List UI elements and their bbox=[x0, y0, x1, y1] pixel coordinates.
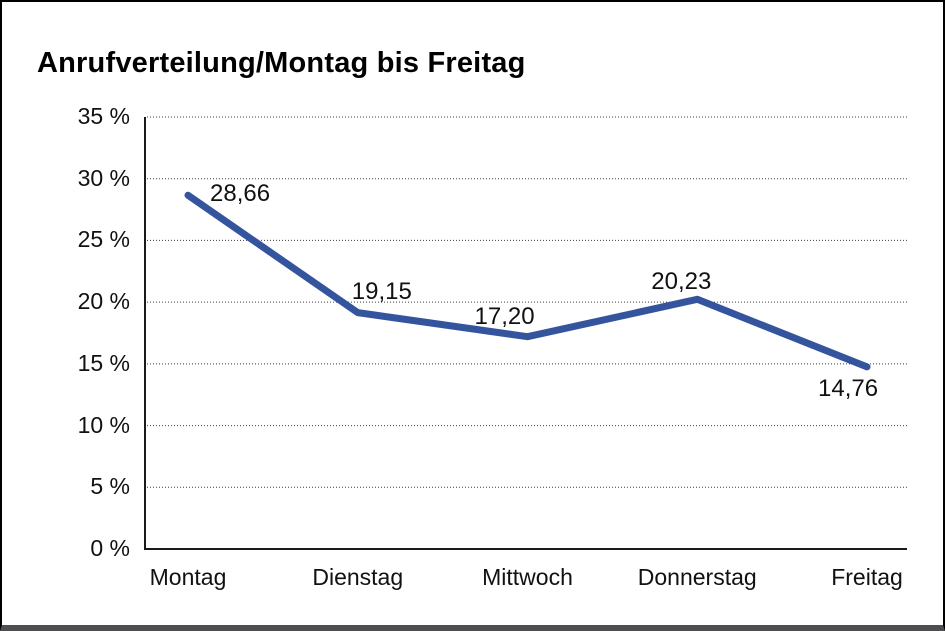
data-point-label: 20,23 bbox=[651, 268, 712, 296]
x-tick-label: Montag bbox=[149, 564, 227, 590]
y-tick-label: 15 % bbox=[77, 349, 130, 376]
data-point-label: 14,76 bbox=[818, 374, 879, 402]
x-tick-label: Dienstag bbox=[312, 564, 404, 590]
x-tick-label: Freitag bbox=[831, 564, 903, 590]
y-tick-label: 25 % bbox=[77, 226, 130, 253]
data-point-label: 19,15 bbox=[351, 277, 412, 305]
y-tick-label: 35 % bbox=[77, 103, 130, 129]
data-point-label: 28,66 bbox=[210, 180, 271, 208]
x-tick-label: Mittwoch bbox=[482, 564, 573, 590]
y-tick-label: 5 % bbox=[90, 473, 130, 500]
x-tick-label: Donnerstag bbox=[637, 564, 757, 590]
data-series-line bbox=[184, 191, 871, 371]
y-tick-label: 30 % bbox=[77, 164, 130, 191]
chart-title: Anrufverteilung/Montag bis Freitag bbox=[37, 47, 526, 80]
data-point-label: 17,20 bbox=[474, 302, 535, 330]
y-tick-label: 10 % bbox=[77, 411, 130, 438]
y-tick-label: 0 % bbox=[90, 535, 130, 561]
y-tick-label: 20 % bbox=[77, 288, 130, 315]
axis-lines bbox=[144, 117, 907, 550]
